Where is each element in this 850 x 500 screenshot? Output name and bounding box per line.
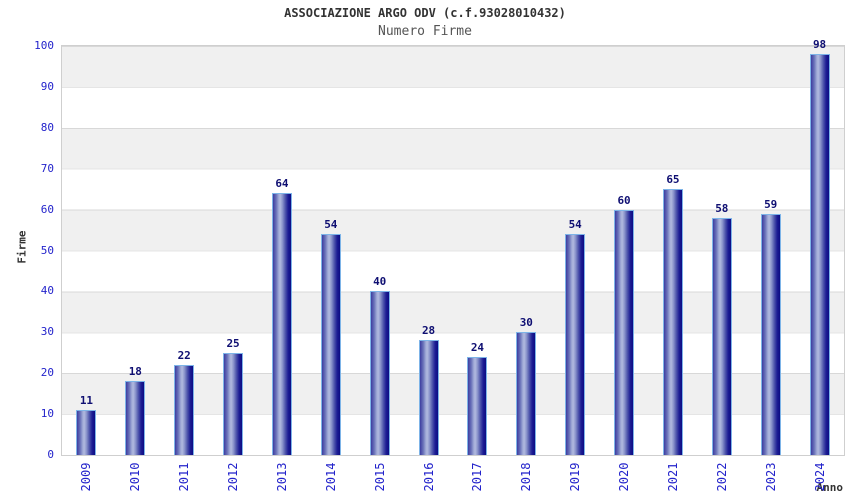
x-tick-label: 2015 [372,462,387,492]
bar-value-label: 98 [812,38,827,52]
x-tick-label: 2014 [323,462,338,492]
bar-2018 [516,332,537,455]
y-tick-label: 0 [47,448,54,461]
bar-2019 [565,234,586,455]
bar-2013 [271,193,292,455]
x-tick-label: 2016 [421,462,436,492]
bar-value-label: 11 [79,394,94,408]
bar-2010 [125,381,146,455]
bar-value-label: 28 [421,324,436,338]
bar-2024 [809,54,830,455]
x-tick-label: 2022 [714,462,729,492]
x-tick-label: 2010 [128,462,143,492]
bar-2015 [369,291,390,455]
x-axis-label: Anno [816,481,844,494]
y-tick-label: 40 [40,284,54,298]
bar-value-label: 22 [177,349,191,363]
y-tick-label: 50 [40,243,54,257]
bar-value-label: 58 [715,201,729,215]
y-tick-label: 70 [40,161,54,175]
bar-value-label: 40 [373,275,387,289]
chart-title: ASSOCIAZIONE ARGO ODV (c.f.93028010432) [284,6,566,20]
y-tick-label: 10 [40,407,54,421]
x-tick-label: 2019 [568,462,583,492]
y-tick-label: 60 [40,202,54,216]
bar-value-label: 24 [470,340,485,354]
x-tick-label: 2011 [177,462,192,492]
bar-2022 [711,217,732,455]
bar-value-label: 54 [568,218,582,232]
bar-value-label: 64 [275,177,289,191]
y-tick-label: 90 [40,79,54,93]
x-tick-label: 2021 [665,462,680,492]
y-tick-label: 100 [34,39,54,52]
x-tick-label: 2018 [519,462,534,492]
chart-subtitle: Numero Firme [378,24,472,39]
bar-2012 [223,352,244,455]
bar-value-label: 60 [617,193,631,207]
plot-area: 11 18 22 25 64 54 40 28 24 30 54 60 65 58 59 98 [61,38,845,456]
bar-2021 [662,189,683,455]
bar-2011 [174,365,195,455]
bar-value-label: 54 [324,218,338,232]
bar-2017 [467,356,488,455]
bar-2014 [320,234,341,455]
x-tick-label: 2020 [617,462,632,492]
bar-value-label: 30 [519,316,533,330]
bar-value-label: 18 [128,365,142,379]
y-tick-label: 30 [40,325,54,339]
bar-value-label: 59 [764,197,778,211]
x-tick-label: 2024 [812,462,827,492]
x-tick-label: 2017 [470,462,485,492]
bar-value-label: 65 [666,173,680,187]
bar-2023 [760,213,781,455]
bar-2009 [76,410,97,455]
bar-value-label: 25 [226,336,240,350]
x-tick-label: 2009 [79,462,94,492]
x-tick-label: 2012 [226,462,241,492]
x-tick-label: 2013 [274,462,289,492]
bar-2016 [418,340,439,455]
y-tick-label: 80 [40,120,54,134]
x-tick-label: 2023 [763,462,778,492]
y-tick-label: 20 [40,366,54,380]
bar-2020 [614,209,635,455]
